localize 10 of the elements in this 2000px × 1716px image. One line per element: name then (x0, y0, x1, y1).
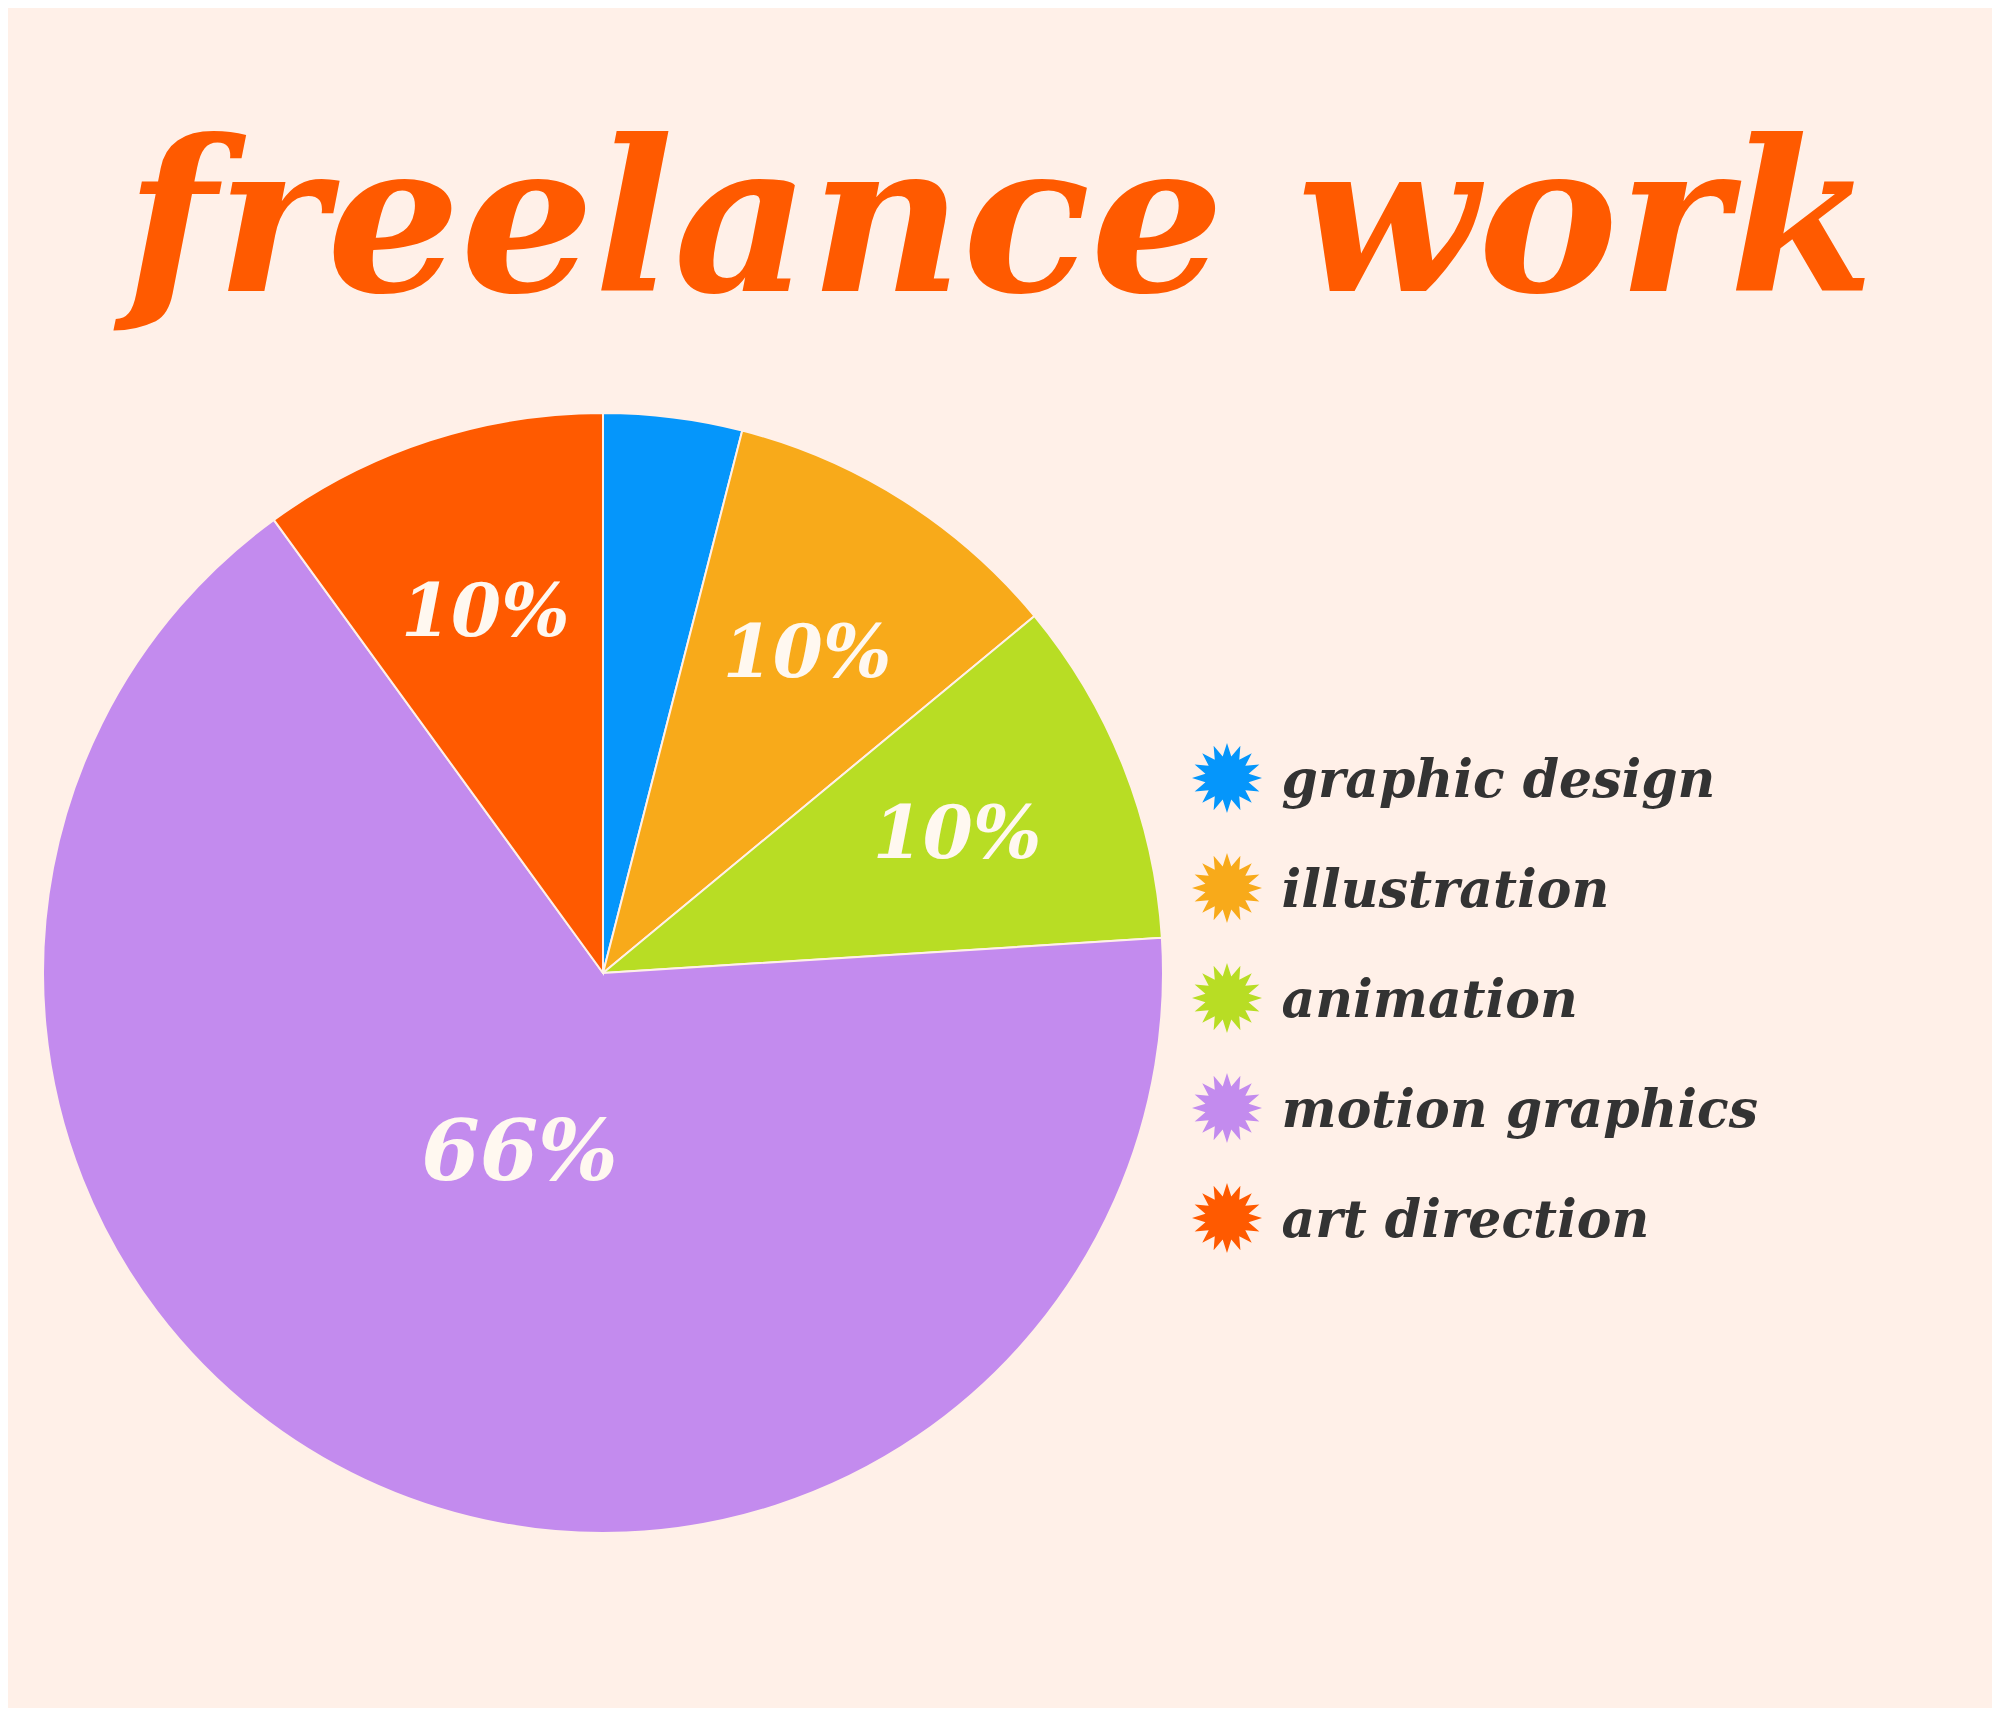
legend-label: art direction (1281, 1187, 1650, 1249)
data-label: 10% (872, 790, 1042, 876)
chart-title: freelance work (112, 93, 1876, 343)
data-label: 10% (722, 608, 892, 694)
legend-label: animation (1281, 967, 1578, 1029)
data-label: 10% (401, 568, 570, 654)
legend-label: graphic design (1281, 747, 1716, 809)
legend-label: illustration (1281, 857, 1610, 919)
data-label: 66% (421, 1100, 618, 1200)
legend-label: motion graphics (1281, 1077, 1758, 1139)
